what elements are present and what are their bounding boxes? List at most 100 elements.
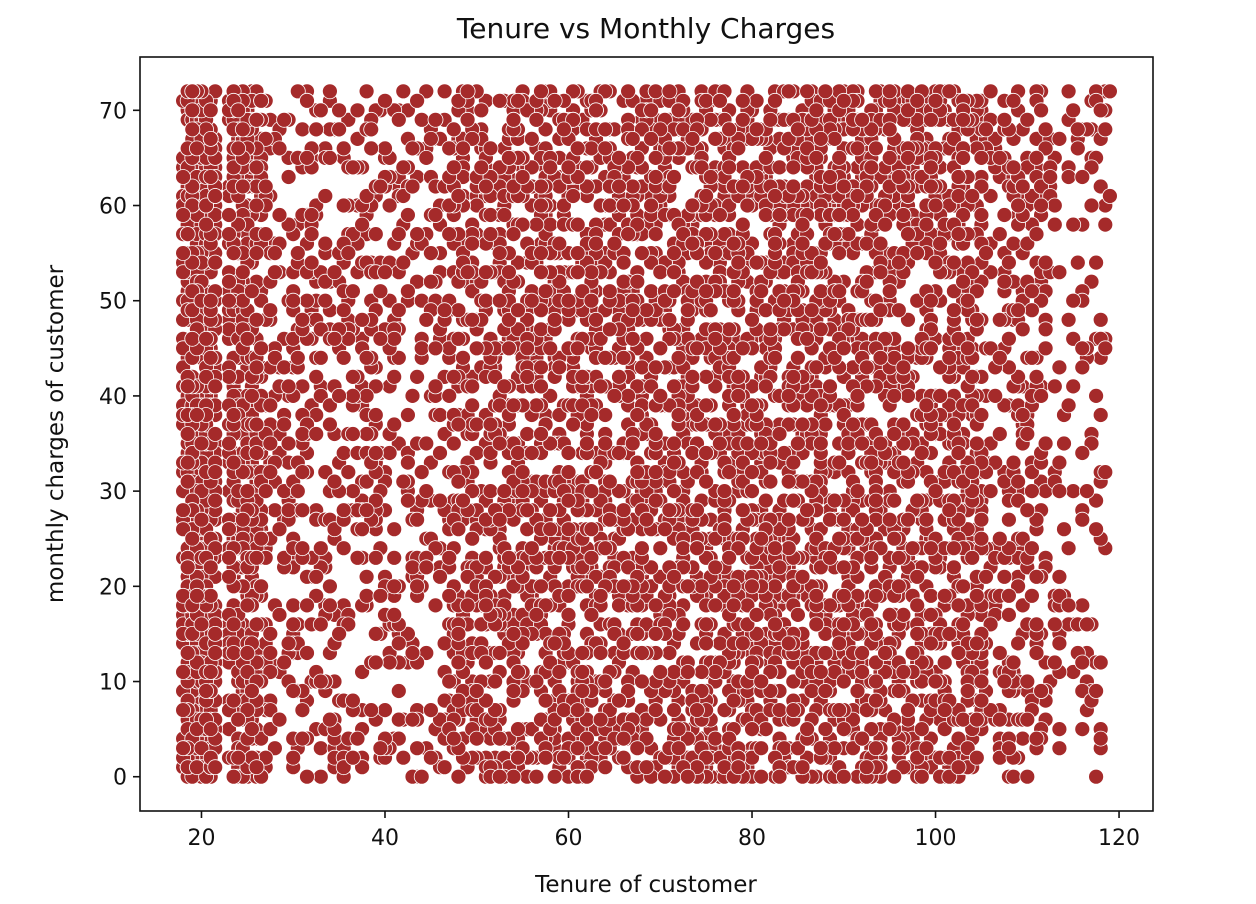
scatter-point: [817, 721, 834, 737]
scatter-point: [390, 711, 407, 728]
scatter-point: [1074, 721, 1091, 737]
scatter-point: [707, 730, 724, 747]
scatter-point: [1024, 540, 1040, 557]
scatter-point: [1051, 454, 1068, 471]
scatter-point: [923, 587, 939, 604]
scatter-point: [409, 578, 426, 595]
scatter-point: [1028, 645, 1045, 661]
scatter-point: [831, 149, 848, 166]
scatter-point: [721, 321, 737, 338]
scatter-point: [363, 702, 380, 718]
scatter-point: [317, 464, 334, 481]
scatter-point: [358, 387, 375, 404]
scatter-point: [1065, 378, 1082, 395]
scatter-point: [959, 292, 976, 309]
scatter-point: [1024, 283, 1040, 300]
scatter-point: [289, 245, 306, 262]
scatter-point: [445, 159, 462, 176]
scatter-point: [221, 521, 237, 538]
scatter-point: [404, 559, 421, 576]
scatter-point: [588, 235, 604, 252]
scatter-point: [1033, 292, 1049, 309]
scatter-point: [280, 169, 297, 185]
scatter-point: [321, 416, 338, 433]
scatter-point: [441, 226, 458, 243]
scatter-point: [643, 283, 659, 300]
scatter-point: [1065, 483, 1082, 500]
scatter-point: [537, 692, 554, 709]
scatter-point: [455, 349, 471, 366]
scatter-point: [647, 226, 664, 243]
scatter-point: [340, 111, 357, 128]
scatter-point: [1037, 321, 1054, 338]
scatter-point: [413, 464, 430, 481]
scatter-point: [698, 92, 714, 109]
scatter-point: [464, 530, 481, 547]
scatter-point: [753, 283, 770, 300]
scatter-point: [331, 626, 348, 642]
scatter-point: [597, 140, 614, 157]
scatter-point: [432, 492, 448, 509]
scatter-point: [367, 226, 384, 243]
scatter-point: [721, 121, 737, 138]
scatter-point: [321, 578, 338, 595]
scatter-point: [317, 292, 334, 309]
scatter-point: [991, 311, 1008, 328]
scatter-point: [367, 549, 384, 566]
scatter-point: [1074, 511, 1091, 528]
scatter-point: [432, 407, 448, 423]
scatter-point: [560, 521, 577, 538]
scatter-point: [895, 759, 912, 776]
scatter-point: [409, 740, 426, 757]
scatter-point: [812, 283, 829, 300]
scatter-point: [1051, 740, 1068, 757]
scatter-point: [312, 102, 329, 119]
scatter-point: [890, 683, 907, 699]
scatter-point: [344, 483, 361, 500]
scatter-point: [1024, 587, 1040, 604]
scatter-point: [1010, 578, 1026, 595]
scatter-point: [477, 549, 494, 566]
scatter-point: [611, 597, 627, 614]
scatter-point: [445, 121, 462, 138]
scatter-point: [335, 349, 352, 366]
scatter-point: [1010, 197, 1026, 214]
scatter-point: [835, 721, 852, 737]
scatter-point: [1060, 540, 1077, 557]
scatter-point: [606, 235, 623, 252]
scatter-point: [266, 264, 283, 281]
scatter-point: [280, 435, 297, 452]
scatter-point: [413, 111, 430, 128]
scatter-point: [533, 378, 549, 395]
scatter-point: [1001, 511, 1017, 528]
scatter-point: [982, 264, 999, 281]
scatter-point: [312, 349, 329, 366]
scatter-point: [464, 235, 481, 252]
scatter-point: [702, 111, 719, 128]
chart-title: Tenure vs Monthly Charges: [456, 12, 835, 45]
scatter-point: [280, 635, 297, 652]
scatter-point: [955, 616, 971, 633]
scatter-point: [698, 368, 714, 385]
scatter-point: [367, 626, 384, 642]
scatter-point: [1051, 483, 1068, 500]
scatter-point: [377, 92, 393, 109]
scatter-point: [1028, 730, 1045, 747]
scatter-point: [996, 207, 1013, 223]
scatter-point: [537, 283, 554, 300]
scatter-point: [913, 721, 930, 737]
scatter-point: [482, 483, 499, 500]
scatter-point: [234, 264, 251, 281]
scatter-point: [757, 492, 774, 509]
scatter-point: [299, 92, 315, 109]
scatter-point: [1051, 130, 1068, 147]
scatter-point: [1074, 359, 1091, 376]
scatter-point: [982, 188, 999, 204]
scatter-point: [179, 226, 196, 243]
scatter-point: [418, 483, 435, 500]
scatter-point: [450, 521, 467, 538]
scatter-point: [946, 559, 962, 576]
scatter-point: [390, 111, 407, 128]
scatter-point: [968, 635, 985, 652]
scatter-point: [413, 768, 430, 785]
